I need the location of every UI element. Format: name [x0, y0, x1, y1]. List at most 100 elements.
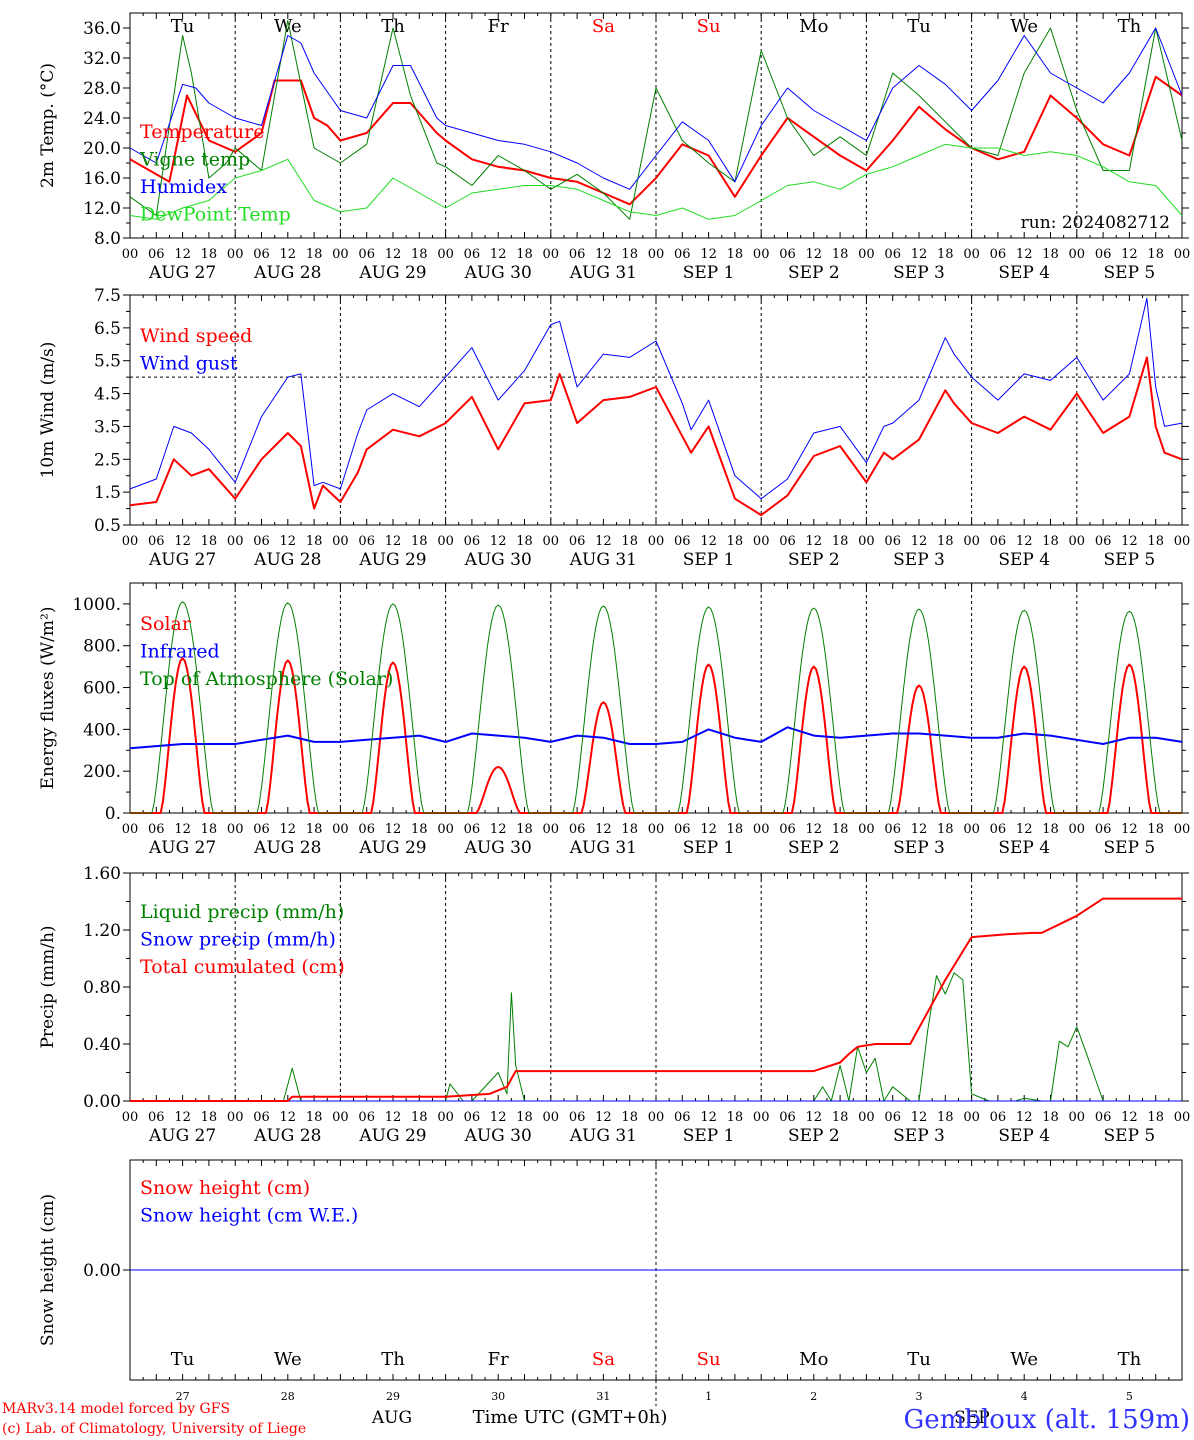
hour-tick-label: 18: [516, 534, 533, 549]
x-axis-title: Time UTC (GMT+0h): [473, 1407, 668, 1428]
hour-tick-label: 00: [963, 247, 980, 262]
hour-tick-label: 12: [806, 247, 823, 262]
hour-tick-label: 06: [884, 822, 901, 837]
hour-tick-label: 00: [122, 534, 139, 549]
date-label: AUG 31: [569, 838, 637, 858]
hour-tick-label: 18: [937, 534, 954, 549]
hour-tick-label: 00: [437, 1110, 454, 1125]
hour-tick-label: 18: [1042, 822, 1059, 837]
hour-tick-label: 18: [937, 1110, 954, 1125]
y-tick-label: 3.5: [94, 417, 121, 437]
hour-tick-label: 06: [990, 534, 1007, 549]
weekday-label: Th: [1118, 1349, 1142, 1370]
hour-tick-label: 00: [332, 822, 349, 837]
day-number-label: 5: [1126, 1390, 1133, 1403]
run-label: run: 2024082712: [1021, 213, 1170, 233]
hour-tick-label: 18: [727, 822, 744, 837]
hour-tick-label: 06: [1095, 822, 1112, 837]
date-label: SEP 3: [893, 550, 945, 570]
series-infrared: [129, 726, 1183, 750]
hour-tick-label: 12: [174, 534, 191, 549]
hour-tick-label: 12: [700, 534, 717, 549]
panel-5: Tu 27 We 28 Th 29 Fr 30 Sa 31 Su 1 Mo 2 Tu 3 We 4 Th 5 0.00 S…: [38, 1159, 1189, 1406]
weekday-label: We: [274, 16, 302, 37]
hour-tick-label: 12: [595, 822, 612, 837]
weekday-label: Su: [697, 1349, 721, 1370]
date-label: AUG 31: [569, 1126, 637, 1146]
weekday-label: Su: [697, 16, 721, 37]
hour-tick-label: 06: [779, 822, 796, 837]
date-label: AUG 30: [464, 1126, 532, 1146]
date-label: SEP 3: [893, 838, 945, 858]
hour-tick-label: 12: [490, 1110, 507, 1125]
legend-entry: DewPoint Temp: [140, 204, 291, 226]
date-label: AUG 27: [148, 550, 216, 570]
hour-tick-label: 18: [832, 534, 849, 549]
date-label: AUG 28: [253, 838, 321, 858]
hour-tick-label: 06: [253, 822, 270, 837]
legend-entry: Vigne temp: [139, 149, 250, 171]
day-number-label: 4: [1021, 1390, 1028, 1403]
date-label: SEP 4: [998, 550, 1050, 570]
weekday-label: Mo: [799, 16, 828, 37]
y-tick-label: 400.: [83, 720, 121, 740]
date-label: AUG 31: [569, 550, 637, 570]
date-label: AUG 29: [358, 263, 426, 283]
hour-tick-label: 06: [1095, 534, 1112, 549]
hour-tick-label: 00: [1069, 822, 1086, 837]
legend-entry: Solar: [140, 613, 192, 635]
hour-tick-label: 12: [1121, 1110, 1138, 1125]
hour-tick-label: 06: [358, 1110, 375, 1125]
hour-tick-label: 06: [253, 247, 270, 262]
hour-tick-label: 00: [1174, 822, 1191, 837]
date-label: AUG 27: [148, 838, 216, 858]
series-total-cumulated-cm-: [130, 897, 1182, 1102]
hour-tick-label: 06: [148, 822, 165, 837]
legend-entry: Temperature: [140, 121, 264, 143]
hour-tick-label: 06: [358, 822, 375, 837]
legend-entry: Wind speed: [140, 325, 252, 347]
legend-entry: Top of Atmosphere (Solar): [140, 668, 393, 690]
hour-tick-label: 18: [937, 822, 954, 837]
hour-tick-label: 18: [1042, 247, 1059, 262]
hour-tick-label: 06: [779, 534, 796, 549]
y-tick-label: 0.00: [83, 1261, 121, 1281]
hour-tick-label: 00: [227, 534, 244, 549]
hour-tick-label: 12: [490, 247, 507, 262]
hour-tick-label: 12: [280, 822, 297, 837]
y-tick-label: 4.5: [94, 385, 121, 405]
weekday-label: Th: [1118, 16, 1142, 37]
hour-tick-label: 06: [674, 1110, 691, 1125]
hour-tick-label: 00: [543, 1110, 560, 1125]
station-location: Gembloux (alt. 159m): [904, 1405, 1190, 1435]
date-label: AUG 27: [148, 263, 216, 283]
date-label: SEP 3: [893, 263, 945, 283]
date-label: SEP 1: [683, 263, 735, 283]
y-tick-label: 12.0: [83, 199, 121, 219]
hour-tick-label: 00: [1069, 247, 1086, 262]
y-axis-title: Precip (mm/h): [38, 925, 58, 1048]
date-label: AUG 29: [358, 838, 426, 858]
hour-tick-label: 18: [201, 822, 218, 837]
hour-tick-label: 00: [227, 1110, 244, 1125]
hour-tick-label: 18: [1042, 534, 1059, 549]
hour-tick-label: 00: [963, 534, 980, 549]
hour-tick-label: 00: [437, 822, 454, 837]
hour-tick-label: 00: [648, 1110, 665, 1125]
hour-tick-label: 00: [543, 822, 560, 837]
hour-tick-label: 18: [516, 247, 533, 262]
y-tick-label: 8.0: [94, 229, 121, 249]
hour-tick-label: 00: [648, 822, 665, 837]
hour-tick-label: 06: [674, 822, 691, 837]
hour-tick-label: 12: [174, 822, 191, 837]
hour-tick-label: 00: [543, 247, 560, 262]
y-tick-label: 20.0: [83, 139, 121, 159]
date-label: SEP 4: [998, 838, 1050, 858]
weekday-label: Sa: [592, 16, 615, 37]
y-tick-label: 0.5: [94, 516, 121, 536]
hour-tick-label: 00: [332, 247, 349, 262]
hour-tick-label: 12: [174, 247, 191, 262]
weekday-label: We: [274, 1349, 302, 1370]
date-label: SEP 2: [788, 550, 840, 570]
